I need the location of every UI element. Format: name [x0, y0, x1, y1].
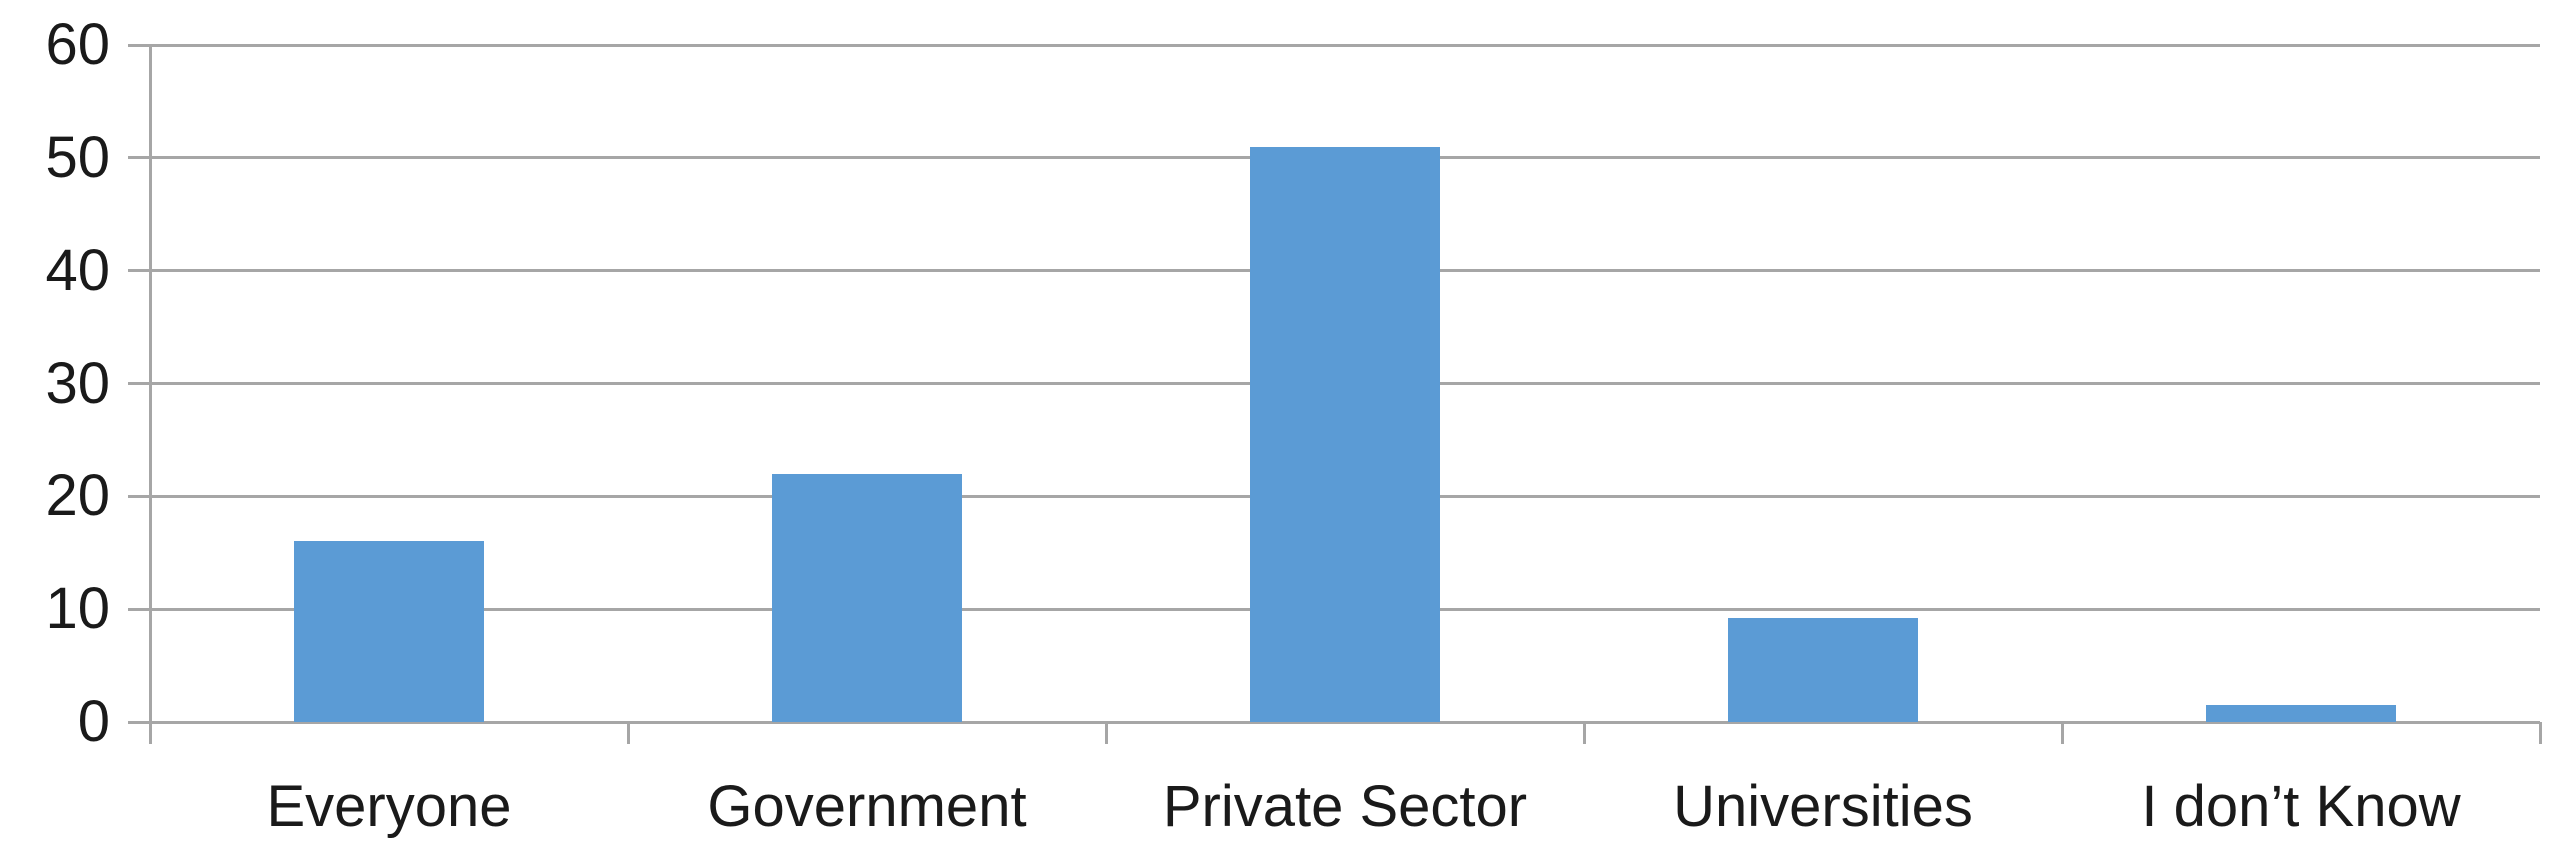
x-tick-mark	[626, 722, 630, 744]
x-axis-category-label: I don’t Know	[2141, 774, 2461, 839]
bar-private-sector	[1250, 146, 1440, 722]
y-axis-tick-label: 30	[45, 350, 110, 416]
y-axis-tick-label: 20	[45, 463, 110, 529]
bar-government	[772, 473, 962, 722]
y-tick-mark	[128, 382, 150, 385]
y-tick-mark	[128, 156, 150, 160]
x-tick-mark	[1582, 722, 1586, 744]
x-tick-mark	[1104, 722, 1108, 744]
x-tick-mark	[148, 722, 152, 744]
gridline	[150, 720, 2540, 724]
x-tick-mark	[2060, 722, 2064, 744]
x-axis-category-label: Universities	[1673, 774, 1973, 839]
bar-universities	[1728, 618, 1918, 722]
bar-i-don-t-know	[2206, 705, 2396, 722]
y-axis-tick-label: 10	[45, 576, 110, 642]
y-axis-tick-label: 60	[45, 12, 110, 77]
y-axis-line	[148, 45, 152, 744]
x-axis-category-label: Government	[707, 774, 1027, 839]
y-tick-mark	[128, 494, 150, 498]
gridline	[150, 43, 2540, 47]
y-axis-tick-label: 40	[45, 237, 110, 303]
x-axis-category-label: Everyone	[266, 774, 512, 839]
y-axis-tick-label: 0	[77, 689, 110, 754]
x-axis-category-label: Private Sector	[1162, 774, 1528, 839]
y-tick-mark	[128, 269, 150, 273]
y-axis-tick-label: 50	[45, 124, 110, 190]
bar-everyone	[294, 541, 484, 722]
y-tick-mark	[128, 43, 150, 47]
y-tick-mark	[128, 607, 150, 611]
y-tick-mark	[128, 720, 150, 724]
x-tick-mark	[2538, 722, 2542, 744]
